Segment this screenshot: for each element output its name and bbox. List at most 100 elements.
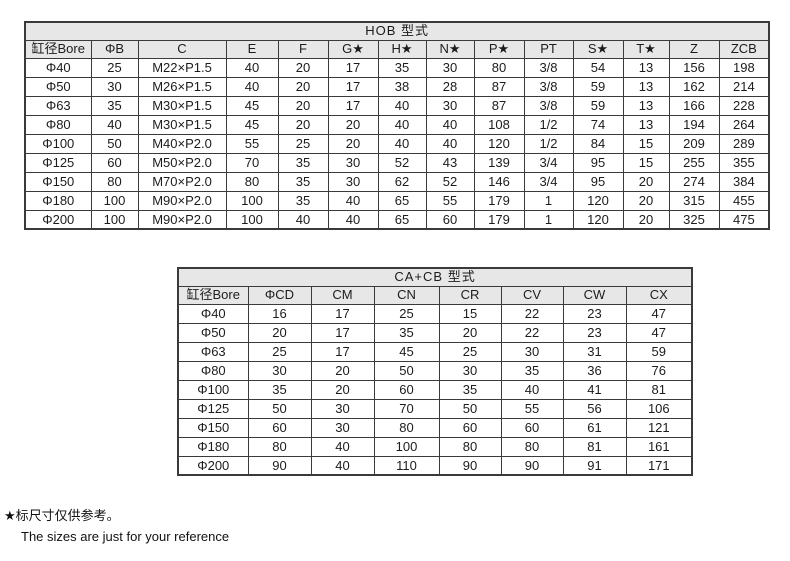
cell: 45 [225,95,279,116]
table-row: Φ125 50 30 70 50 55 56 106 [177,398,693,419]
cell: 35 [377,57,427,78]
cell: 36 [562,360,627,381]
cell: 40 [425,133,475,154]
cell: 106 [625,398,693,419]
cell: 194 [668,114,720,135]
cell: 50 [247,398,312,419]
cell: 84 [572,133,624,154]
cell: 90 [247,455,312,476]
cell: 60 [438,417,502,438]
cell: 70 [373,398,440,419]
cell: 22 [500,322,564,343]
column-header: S★ [572,39,624,59]
cell: 59 [572,95,624,116]
cell: 55 [425,190,475,211]
cell: 25 [247,341,312,362]
cell: 20 [277,76,329,97]
cell: 198 [718,57,770,78]
cell: 228 [718,95,770,116]
cell: 23 [562,322,627,343]
cell: 15 [438,303,502,324]
cell: 60 [373,379,440,400]
cell: Φ150 [24,171,92,192]
cell: 35 [438,379,502,400]
cell: 179 [473,190,525,211]
cell: 120 [572,209,624,230]
cell: 3/8 [523,95,574,116]
table-row: Φ40 16 17 25 15 22 23 47 [177,303,693,324]
table-row: Φ40 25 M22×P1.5 40 20 17 35 30 80 3/8 54 13 156 198 [24,57,770,78]
cell: 40 [277,209,329,230]
hob-spec-table: HOB 型式 缸径Bore ΦB C E F G★ H★ N★ P★ PT S★ T★ Z ZCB Φ40… [24,21,771,230]
cell: 55 [225,133,279,154]
column-header: N★ [425,39,475,59]
cell: 50 [438,398,502,419]
column-header: CV [500,285,564,305]
column-header: PT [523,39,574,59]
table-row: Φ180 80 40 100 80 80 81 161 [177,436,693,457]
table-row: Φ63 25 17 45 25 30 31 59 [177,341,693,362]
cell: 87 [473,76,525,97]
column-header: H★ [377,39,427,59]
table-body: Φ40 16 17 25 15 22 23 47 Φ50 20 17 35 20 22 23 47 Φ63 25 1… [177,303,693,476]
column-header: 缸径Bore [177,285,249,305]
cell: 108 [473,114,525,135]
column-header: ΦCD [247,285,312,305]
cell: 110 [373,455,440,476]
cell: 120 [473,133,525,154]
cell: M90×P2.0 [137,190,227,211]
cell: 40 [310,436,375,457]
table-title: HOB 型式 [24,21,770,41]
cell: 20 [622,190,670,211]
table-row: Φ180 100 M90×P2.0 100 35 40 65 55 179 1 120 20 315 45… [24,190,770,211]
cell: 25 [438,341,502,362]
cell: 156 [668,57,720,78]
cell: 22 [500,303,564,324]
cell: 3/4 [523,152,574,173]
cell: Φ40 [177,303,249,324]
cell: Φ180 [177,436,249,457]
cell: 325 [668,209,720,230]
cell: 56 [562,398,627,419]
cacb-spec-table: CA+CB 型式 缸径Bore ΦCD CM CN CR CV CW CX Φ40 16 17 25… [177,267,694,476]
cell: 40 [310,455,375,476]
cell: 80 [225,171,279,192]
column-header: CN [373,285,440,305]
footnote-english: The sizes are just for your reference [21,529,230,544]
cell: Φ80 [177,360,249,381]
footnote-chinese: ★标尺寸仅供参考。 [4,508,120,523]
cell: 80 [90,171,139,192]
cell: 80 [247,436,312,457]
cell: 20 [310,379,375,400]
cell: Φ100 [177,379,249,400]
cell: Φ125 [177,398,249,419]
cell: 264 [718,114,770,135]
cell: 55 [500,398,564,419]
cell: 15 [622,133,670,154]
cell: 60 [500,417,564,438]
cell: Φ180 [24,190,92,211]
cell: 20 [310,360,375,381]
cell: 59 [572,76,624,97]
table-header-row: 缸径Bore ΦCD CM CN CR CV CW CX [177,285,693,305]
table-row: Φ100 35 20 60 35 40 41 81 [177,379,693,400]
table-row: Φ200 90 40 110 90 90 91 171 [177,455,693,476]
cell: 17 [310,341,375,362]
table-row: Φ63 35 M30×P1.5 45 20 17 40 30 87 3/8 59 13 166 228 [24,95,770,116]
cell: 475 [718,209,770,230]
cell: 209 [668,133,720,154]
cell: 50 [90,133,139,154]
cell: M40×P2.0 [137,133,227,154]
cell: 20 [622,209,670,230]
cell: 35 [373,322,440,343]
cell: 30 [425,95,475,116]
cell: 25 [90,57,139,78]
cell: 41 [562,379,627,400]
cell: 100 [90,209,139,230]
cell: 3/8 [523,76,574,97]
cell: 30 [247,360,312,381]
cell: 13 [622,57,670,78]
cell: 20 [327,133,379,154]
cell: M30×P1.5 [137,95,227,116]
cell: 35 [247,379,312,400]
